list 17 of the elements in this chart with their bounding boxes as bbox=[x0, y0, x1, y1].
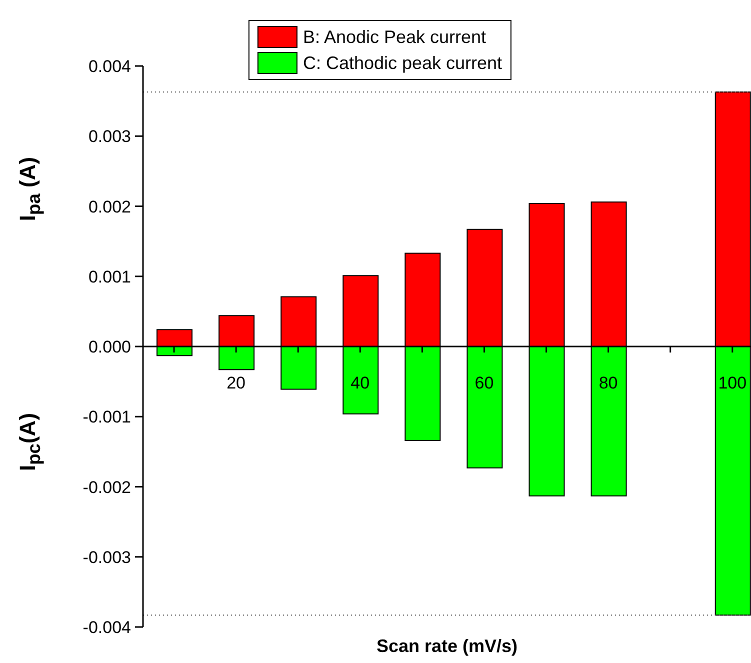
y-tick-label: -0.004 bbox=[82, 618, 131, 637]
y-tick-label: 0.003 bbox=[88, 127, 131, 146]
x-tick-label: 20 bbox=[226, 374, 246, 392]
y-tick-label: -0.002 bbox=[82, 478, 131, 497]
x-tick-label: 80 bbox=[598, 374, 618, 392]
x-tick-label: 100 bbox=[718, 374, 747, 392]
legend-label: C: Cathodic peak current bbox=[302, 52, 502, 74]
y-tick-label: 0.004 bbox=[88, 57, 131, 76]
y-tick-label: 0.001 bbox=[88, 267, 131, 286]
legend-label: B: Anodic Peak current bbox=[302, 26, 486, 48]
y-tick-label: -0.003 bbox=[82, 548, 131, 567]
x-tick-label: 40 bbox=[350, 374, 370, 392]
y-tick-label: -0.001 bbox=[82, 408, 131, 427]
y-tick-label: 0.002 bbox=[88, 197, 131, 216]
x-tick-label: 60 bbox=[474, 374, 494, 392]
x-axis-title: Scan rate (mV/s) bbox=[376, 636, 518, 656]
y-tick-label: 0.000 bbox=[88, 338, 131, 356]
